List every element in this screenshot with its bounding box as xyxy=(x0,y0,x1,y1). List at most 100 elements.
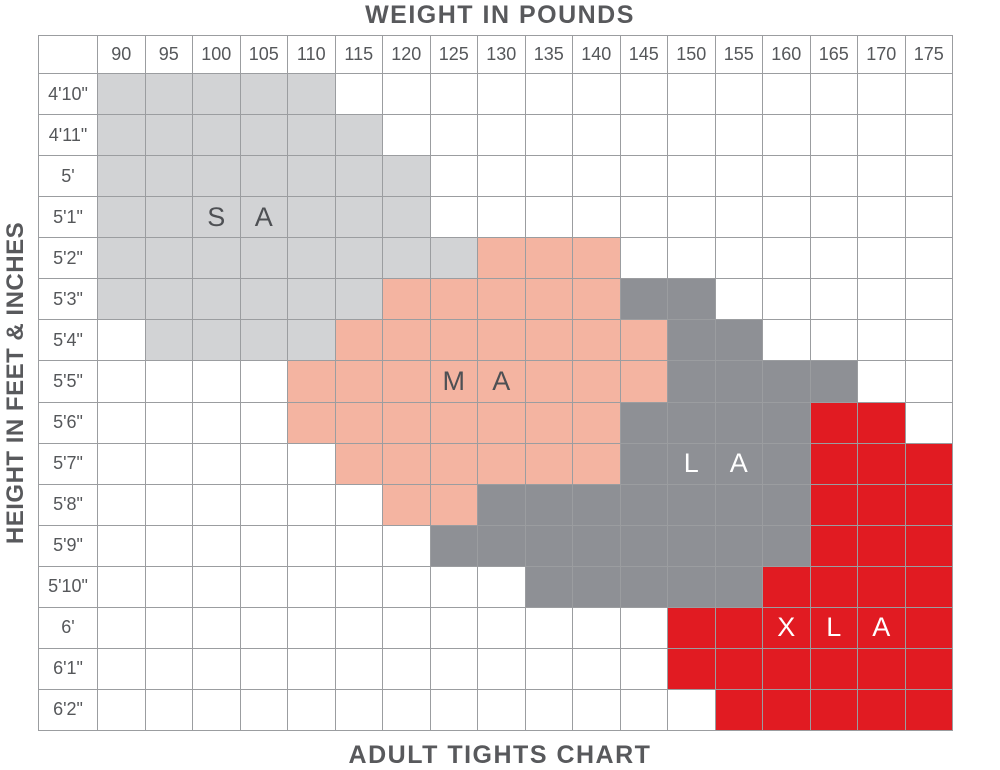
size-cell xyxy=(98,238,146,280)
size-cell xyxy=(905,525,953,567)
size-cell xyxy=(573,443,621,485)
size-cell xyxy=(193,525,241,567)
size-cell xyxy=(715,607,763,649)
size-cell xyxy=(98,566,146,608)
weight-header-cell: 135 xyxy=(525,36,573,74)
size-cell: A xyxy=(858,607,906,649)
size-cell xyxy=(430,279,478,321)
size-cell xyxy=(240,443,288,485)
size-cell xyxy=(810,74,858,116)
size-cell xyxy=(525,197,573,239)
size-cell xyxy=(763,525,811,567)
weight-header-cell: 175 xyxy=(905,36,953,74)
size-cell xyxy=(620,238,668,280)
size-cell xyxy=(620,443,668,485)
size-cell xyxy=(383,279,431,321)
size-cell xyxy=(715,566,763,608)
size-cell xyxy=(288,525,336,567)
size-cell xyxy=(763,74,811,116)
size-cell xyxy=(383,156,431,198)
size-cell xyxy=(193,484,241,526)
size-cell xyxy=(478,74,526,116)
size-cell xyxy=(905,279,953,321)
size-cell xyxy=(858,197,906,239)
size-cell xyxy=(288,689,336,731)
size-cell xyxy=(525,443,573,485)
size-cell xyxy=(573,238,621,280)
size-cell xyxy=(98,115,146,157)
size-cell xyxy=(763,443,811,485)
size-cell xyxy=(763,648,811,690)
size-cell xyxy=(525,648,573,690)
size-cell xyxy=(430,607,478,649)
size-cell xyxy=(383,648,431,690)
size-cell xyxy=(525,402,573,444)
height-label-cell: 6' xyxy=(39,607,98,649)
size-cell xyxy=(620,525,668,567)
size-cell xyxy=(383,115,431,157)
height-label-cell: 6'1" xyxy=(39,648,98,690)
size-cell xyxy=(810,402,858,444)
size-cell xyxy=(810,484,858,526)
size-cell xyxy=(715,484,763,526)
size-cell xyxy=(383,525,431,567)
weight-header-cell: 110 xyxy=(288,36,336,74)
size-cell xyxy=(715,689,763,731)
size-cell xyxy=(715,361,763,403)
size-cell xyxy=(478,648,526,690)
size-cell xyxy=(240,607,288,649)
size-cell xyxy=(525,607,573,649)
size-cell xyxy=(240,361,288,403)
size-cell xyxy=(573,74,621,116)
size-cell xyxy=(905,607,953,649)
size-cell xyxy=(668,320,716,362)
size-cell xyxy=(620,197,668,239)
size-cell xyxy=(288,648,336,690)
size-cell xyxy=(288,279,336,321)
size-cell xyxy=(715,402,763,444)
size-cell xyxy=(668,484,716,526)
size-cell xyxy=(478,443,526,485)
size-cell xyxy=(335,74,383,116)
size-cell xyxy=(810,238,858,280)
size-cell xyxy=(145,279,193,321)
size-cell xyxy=(383,74,431,116)
size-cell xyxy=(620,361,668,403)
size-cell xyxy=(335,484,383,526)
size-cell xyxy=(430,156,478,198)
size-cell xyxy=(193,689,241,731)
size-cell xyxy=(668,361,716,403)
size-cell xyxy=(430,197,478,239)
size-cell xyxy=(98,197,146,239)
size-cell xyxy=(430,525,478,567)
size-cell xyxy=(288,443,336,485)
size-cell xyxy=(620,689,668,731)
size-cell xyxy=(335,689,383,731)
size-cell xyxy=(573,525,621,567)
size-cell xyxy=(478,115,526,157)
size-cell xyxy=(193,566,241,608)
size-cell xyxy=(288,197,336,239)
size-cell: A xyxy=(715,443,763,485)
size-cell xyxy=(145,74,193,116)
size-cell xyxy=(240,279,288,321)
weight-header-cell: 120 xyxy=(383,36,431,74)
size-cell xyxy=(905,443,953,485)
size-cell xyxy=(858,443,906,485)
size-cell xyxy=(573,402,621,444)
size-cell xyxy=(478,402,526,444)
size-cell xyxy=(620,115,668,157)
size-cell xyxy=(145,566,193,608)
size-cell: X xyxy=(763,607,811,649)
size-cell xyxy=(858,320,906,362)
size-cell xyxy=(335,238,383,280)
size-cell xyxy=(525,361,573,403)
size-cell xyxy=(478,156,526,198)
size-cell xyxy=(145,689,193,731)
size-cell xyxy=(145,402,193,444)
size-cell xyxy=(288,74,336,116)
size-cell xyxy=(145,607,193,649)
size-cell xyxy=(335,607,383,649)
size-cell xyxy=(145,115,193,157)
size-cell xyxy=(98,361,146,403)
